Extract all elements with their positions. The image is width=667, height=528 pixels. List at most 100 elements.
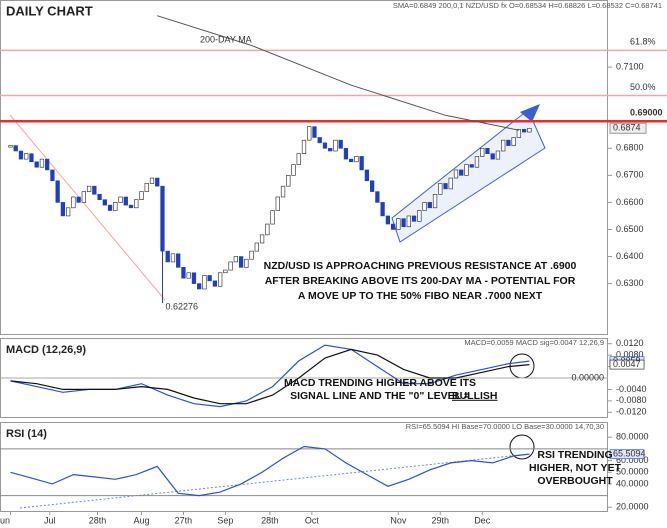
candle [29,153,34,163]
candle [474,156,480,168]
candle [233,256,238,263]
level-label: 61.8% [630,37,656,47]
candle [301,139,307,154]
candle [522,129,527,133]
macd-title: MACD (12,26,9) [6,344,86,356]
annotation: A MOVE UP TO THE 50% FIBO NEAR .7000 NEX… [298,290,543,302]
candle [228,261,233,271]
candle [359,156,364,171]
rsi-title: RSI (14) [6,428,47,440]
candle [380,202,385,217]
candle [50,169,55,182]
rsi-pane [0,422,608,512]
candle [417,210,422,222]
x-tick-label: Sep [217,515,233,525]
y-tick-label: 50.0000 [616,467,649,477]
candle [390,223,396,230]
candle [438,183,443,195]
info: MACD=0.0059 MACD sig=0.0047 12,26,9 [464,338,604,347]
candle [118,196,123,203]
y-tick-label: 0.6400 [616,251,644,261]
x-tick-label: 28th [89,515,107,525]
info: RSI=65.5094 HI Base=70.0000 LO Base=30.0… [406,422,604,431]
candle [328,147,333,152]
value-tag [609,359,645,370]
last-tag [609,122,647,134]
candle [422,202,427,211]
price-pane [0,0,608,335]
x-tick-label: Jul [44,515,56,525]
x-tick-label: 27th [175,515,193,525]
candle [134,199,139,209]
candle [265,223,270,236]
value-tag [609,449,645,459]
candle [354,156,359,163]
candle [218,272,223,287]
y-tick-label: 0.7100 [616,61,644,71]
y-tick-label: 60.0000 [616,455,649,465]
candle [370,180,375,192]
series-line [157,15,519,131]
candle [501,139,506,152]
x-tick-label: Oct [305,515,320,525]
candle [464,164,469,176]
x-tick-label: 29th [432,515,450,525]
low-label: 0.62276 [165,302,198,312]
annotation: HIGHER, NOT YET [529,462,622,474]
candle [296,153,301,165]
candle [71,196,76,209]
annotation: OVERBOUGHT [537,475,613,487]
candle [55,180,60,203]
x-tick-label: Dec [474,515,491,525]
candle [24,153,29,160]
annotation: NZD/USD IS APPROACHING PREVIOUS RESISTAN… [264,260,577,272]
annotation: RSI TRENDING [537,449,612,461]
candle [181,267,186,279]
candle [401,218,406,228]
candle [280,185,286,198]
fibo-line [9,114,166,301]
y-tick-label: 0.6700 [616,170,644,180]
candle [123,196,128,206]
y-tick-label: -0.0080 [616,395,647,405]
candle [411,215,417,222]
annotation: SIGNAL LINE AND THE "0" LEVEL = [290,390,470,402]
y-tick-label: 40.0000 [616,478,649,488]
candle [160,185,165,252]
series-label: 200-DAY MA [200,34,252,44]
y-tick-label: 0.6800 [616,143,644,153]
candle [212,280,218,287]
candle [86,185,92,192]
candle [13,145,18,152]
candle [375,191,380,203]
y-tick-label: 0.6500 [616,224,644,234]
candle [453,169,459,179]
level-label: 0.69000 [630,108,663,118]
x-tick-label: Aug [134,515,150,525]
candle [443,183,448,190]
candle [312,126,317,138]
candle [516,129,522,138]
candle [207,275,212,282]
candle [286,175,291,187]
candle [485,147,490,154]
candle [197,283,202,290]
rsi-circle [509,434,535,460]
y-tick-label: -0.0040 [616,384,647,394]
candle [275,196,280,211]
annotation: BULLISH [452,390,498,402]
candle [432,193,438,209]
candle [249,250,254,260]
candle [291,164,296,176]
series-line [10,348,530,405]
last-label: 0.6874 [613,123,641,133]
candle [191,272,197,284]
candle [495,150,501,160]
candle [170,253,176,263]
candle [66,207,71,217]
value-tag-label: 0.0047 [613,359,641,369]
y-tick-label: 0.0080 [616,350,644,360]
y-tick-label: 20.0000 [616,502,649,512]
candle [459,169,464,176]
annotation: AFTER BREAKING ABOVE ITS 200-DAY MA - PO… [265,275,576,287]
